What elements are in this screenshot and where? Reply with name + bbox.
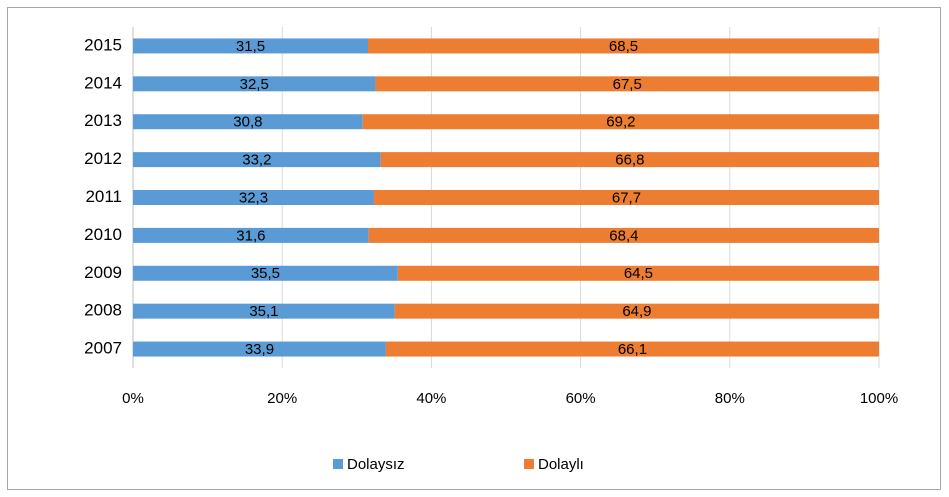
data-label: 68,4 [609,227,638,244]
bar-segment [397,265,879,281]
bar-segment [133,152,381,168]
data-label: 67,7 [612,189,641,206]
bar-segment [375,76,879,92]
y-tick-label: 2008 [84,301,122,320]
bar-segment [373,190,879,205]
data-label: 32,3 [239,189,268,206]
data-label: 30,8 [233,114,262,131]
legend-label: Dolaysız [347,456,405,473]
data-label: 31,6 [236,227,265,244]
data-label: 31,5 [236,38,265,55]
y-tick-label: 2012 [84,149,122,168]
bar-segment [133,38,368,54]
y-tick-label: 2007 [84,339,122,358]
x-tick-label: 20% [267,390,297,407]
data-label: 66,1 [618,341,647,358]
legend-label: Dolaylı [538,456,584,473]
y-tick-label: 2009 [84,263,122,282]
bar-segment [367,38,879,54]
data-label: 64,5 [624,265,653,282]
bar-segment [133,227,369,243]
bar-segment [368,227,879,243]
bar-segment [133,341,386,357]
bar-segment [385,341,879,357]
legend-swatch [524,459,534,469]
bar-segment [133,303,395,319]
data-label: 33,9 [245,341,274,358]
y-tick-label: 2015 [84,35,122,54]
x-tick-label: 0% [122,390,144,407]
bar-segment [394,303,879,319]
data-label: 35,1 [249,303,278,320]
legend-swatch [333,459,343,469]
data-label: 32,5 [240,76,269,93]
bar-segment [133,114,363,130]
y-tick-label: 2011 [85,187,122,206]
data-label: 35,5 [251,265,280,282]
x-tick-label: 80% [715,390,745,407]
bar-segment [133,76,376,92]
data-label: 33,2 [242,152,271,169]
data-label: 69,2 [606,114,635,131]
data-label: 67,5 [613,76,642,93]
x-tick-label: 60% [566,390,596,407]
bar-segment [362,114,879,130]
y-tick-label: 2010 [84,225,122,244]
x-tick-label: 100% [860,390,898,407]
y-tick-label: 2013 [84,111,122,130]
bar-segment [133,265,398,281]
bar-segment [380,152,879,168]
bar-segment [133,190,374,205]
x-tick-label: 40% [416,390,446,407]
data-label: 64,9 [622,303,651,320]
data-label: 66,8 [615,152,644,169]
y-tick-label: 2014 [84,73,122,92]
data-label: 68,5 [609,38,638,55]
